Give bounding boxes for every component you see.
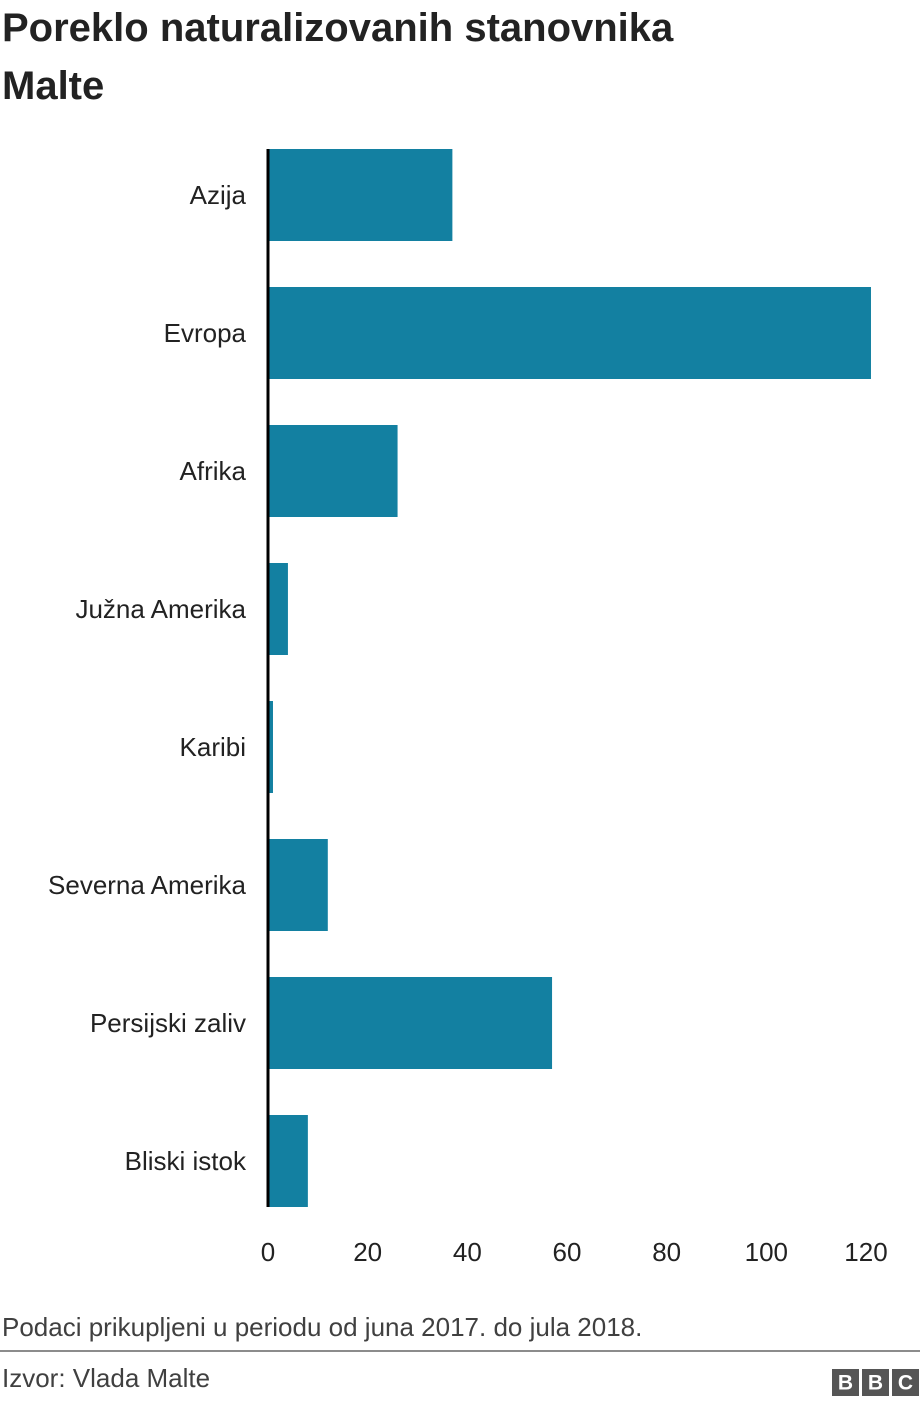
bar xyxy=(268,1115,308,1207)
logo-box xyxy=(862,1369,889,1396)
source: Izvor: Vlada Malte xyxy=(2,1363,210,1393)
x-tick-label: 100 xyxy=(745,1237,788,1267)
bar xyxy=(268,839,328,931)
y-tick-label: Persijski zaliv xyxy=(90,1008,246,1038)
bar xyxy=(268,149,453,241)
x-tick-label: 120 xyxy=(844,1237,887,1267)
note: Podaci prikupljeni u periodu od juna 201… xyxy=(2,1312,642,1342)
y-tick-label: Afrika xyxy=(180,456,247,486)
bar xyxy=(268,977,553,1069)
x-tick-label: 80 xyxy=(652,1237,681,1267)
bar xyxy=(268,425,398,517)
x-tick-label: 60 xyxy=(553,1237,582,1267)
bar xyxy=(268,563,288,655)
y-tick-label: Južna Amerika xyxy=(75,594,246,624)
y-tick-label: Severna Amerika xyxy=(48,870,247,900)
logo-letter: C xyxy=(898,1372,913,1395)
x-tick-label: 20 xyxy=(353,1237,382,1267)
y-tick-label: Bliski istok xyxy=(125,1146,247,1176)
chart-title: Poreklo naturalizovanih stanovnika Malte xyxy=(2,6,674,108)
y-tick-label: Karibi xyxy=(180,732,246,762)
logo-box xyxy=(832,1369,859,1396)
x-tick-label: 40 xyxy=(453,1237,482,1267)
logo-letter: B xyxy=(838,1372,853,1395)
bar xyxy=(268,701,273,793)
logo-letter: B xyxy=(868,1372,883,1395)
x-tick-label: 0 xyxy=(261,1237,275,1267)
bar xyxy=(268,287,871,379)
logo-box xyxy=(892,1369,919,1396)
y-tick-label: Azija xyxy=(190,180,247,210)
y-tick-label: Evropa xyxy=(164,318,247,348)
